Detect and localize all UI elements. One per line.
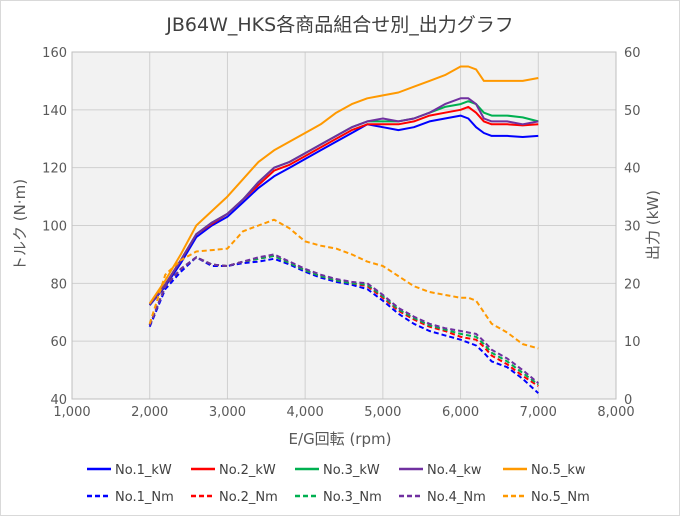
- legend-label: No.5_Nm: [531, 490, 590, 505]
- plot-border: [71, 51, 617, 400]
- x-tick-label: 8,000: [597, 405, 634, 420]
- y-left-tick-label: 120: [42, 162, 67, 177]
- y-right-tick-label: 0: [624, 393, 632, 408]
- y-right-axis-ticks: 0 10 20 30 40 50 60: [624, 46, 641, 408]
- y-right-tick-label: 60: [624, 46, 641, 61]
- legend-label: No.4_Nm: [427, 490, 486, 505]
- legend-item: No.2_kW: [191, 463, 276, 478]
- legend-label: No.3_kW: [323, 463, 380, 478]
- x-tick-label: 1,000: [53, 405, 90, 420]
- y-left-tick-label: 80: [50, 277, 67, 292]
- series-line-no-2-nm: [148, 254, 539, 387]
- series-line-no-4-kw: [148, 97, 539, 306]
- chart-title: JB64W_HKS各商品組合せ別_出力グラフ: [165, 14, 513, 36]
- x-tick-label: 3,000: [209, 405, 246, 420]
- y-right-tick-label: 40: [624, 162, 641, 177]
- legend-label: No.3_Nm: [323, 490, 382, 505]
- y-left-tick-label: 40: [50, 393, 67, 408]
- legend-item: No.5_kw: [503, 463, 586, 478]
- legend-item: No.3_kW: [295, 463, 380, 478]
- x-tick-label: 5,000: [364, 405, 401, 420]
- legend-item: No.2_Nm: [191, 490, 278, 505]
- legend-item: No.3_Nm: [295, 490, 382, 505]
- series-line-no-1-nm: [148, 256, 539, 394]
- legend-item: No.1_Nm: [87, 490, 174, 505]
- y-left-tick-label: 140: [42, 104, 67, 119]
- series-line-no-4-nm: [148, 253, 539, 384]
- y-right-axis-label: 出力 (kW): [644, 190, 662, 260]
- x-tick-label: 7,000: [520, 405, 557, 420]
- y-right-tick-label: 10: [624, 335, 641, 350]
- y-right-tick-label: 20: [624, 277, 641, 292]
- x-tick-label: 2,000: [131, 405, 168, 420]
- legend-label: No.2_Nm: [219, 490, 278, 505]
- series-line-no-1-kw: [148, 114, 539, 306]
- legend-label: No.1_kW: [115, 463, 172, 478]
- legend-item: No.4_Nm: [399, 490, 486, 505]
- legend-item: No.4_kw: [399, 463, 482, 478]
- legend-label: No.4_kw: [427, 463, 482, 478]
- x-axis-label: E/G回転 (rpm): [289, 430, 392, 448]
- legend-label: No.5_kw: [531, 463, 586, 478]
- y-right-tick-label: 50: [624, 104, 641, 119]
- y-left-axis-label: トルク (N·m): [11, 179, 29, 271]
- y-left-axis-ticks: 40 60 80 100 120 140 160: [42, 46, 67, 408]
- legend-item: No.1_kW: [87, 463, 172, 478]
- x-axis-ticks: 1,000 2,000 3,000 4,000 5,000 6,000 7,000 8,000: [53, 405, 634, 420]
- y-right-tick-label: 30: [624, 220, 641, 235]
- x-tick-label: 6,000: [442, 405, 479, 420]
- legend-label: No.2_kW: [219, 463, 276, 478]
- series-line-no-5-kw: [148, 65, 539, 305]
- legend-item: No.5_Nm: [503, 490, 590, 505]
- series-line-no-5-nm: [148, 218, 539, 350]
- x-tick-label: 4,000: [287, 405, 324, 420]
- y-left-tick-label: 100: [42, 220, 67, 235]
- legend-label: No.1_Nm: [115, 490, 174, 505]
- legend: No.1_kW No.2_kW No.3_kW No.4_kw No.5_kw No.1_…: [87, 463, 590, 505]
- y-left-tick-label: 60: [50, 335, 67, 350]
- series-lines: [148, 65, 539, 394]
- y-left-tick-label: 160: [42, 46, 67, 61]
